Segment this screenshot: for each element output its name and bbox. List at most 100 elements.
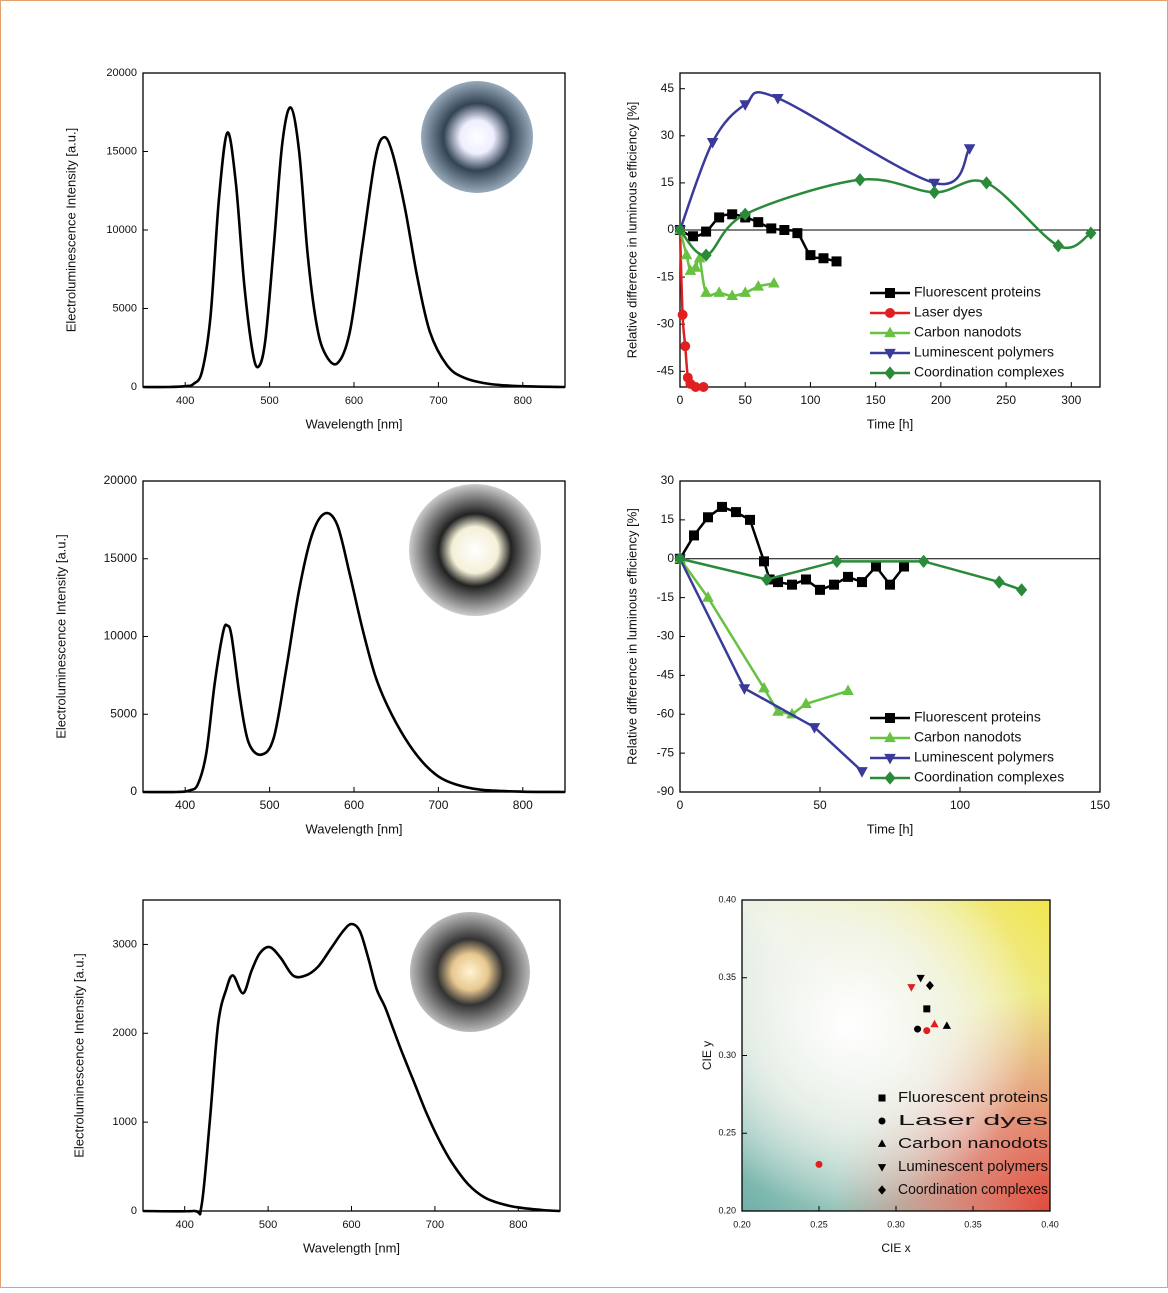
data-point bbox=[1052, 239, 1064, 253]
data-point bbox=[739, 286, 752, 297]
data-point bbox=[674, 223, 686, 237]
legend-marker bbox=[885, 308, 895, 318]
legend-marker bbox=[884, 731, 896, 743]
legend-label: Luminescent polymers bbox=[914, 344, 1054, 360]
legend-marker bbox=[877, 1139, 887, 1147]
data-point bbox=[923, 1027, 931, 1035]
x-axis-label: Wavelength [nm] bbox=[303, 1240, 400, 1255]
data-point bbox=[925, 980, 934, 991]
legend-label: Fluorescent proteins bbox=[914, 284, 1041, 300]
data-point bbox=[752, 280, 765, 291]
data-point bbox=[805, 250, 816, 261]
data-point bbox=[792, 228, 803, 239]
x-tick-label: 0.20 bbox=[733, 1219, 751, 1229]
data-point bbox=[772, 94, 784, 105]
data-point bbox=[680, 248, 693, 260]
y-axis-label: Electroluminescence Intensity [a.u.] bbox=[63, 128, 78, 333]
legend-label: Laser dyes bbox=[914, 304, 982, 320]
x-tick-label: 200 bbox=[931, 393, 951, 407]
data-point bbox=[773, 577, 783, 588]
x-tick-label: 0.40 bbox=[1041, 1219, 1059, 1229]
data-point bbox=[942, 1021, 951, 1029]
legend-label: Coordination complexes bbox=[914, 769, 1064, 785]
y-tick-label: -45 bbox=[657, 363, 675, 377]
data-point bbox=[713, 286, 725, 297]
x-tick-label: 250 bbox=[996, 393, 1016, 407]
legend-marker bbox=[884, 326, 896, 338]
data-point bbox=[815, 584, 825, 595]
y-tick-label: 10000 bbox=[104, 629, 138, 643]
data-point bbox=[758, 681, 770, 693]
x-axis-label: Wavelength [nm] bbox=[305, 416, 402, 431]
data-point bbox=[693, 251, 706, 263]
plot-frame bbox=[679, 480, 1101, 793]
data-point bbox=[928, 185, 940, 199]
data-point bbox=[829, 579, 839, 590]
y-tick-label: 0.40 bbox=[718, 894, 736, 904]
data-point bbox=[689, 261, 702, 272]
y-tick-label: 0 bbox=[131, 381, 137, 393]
data-point bbox=[980, 176, 993, 190]
y-tick-label: 0.30 bbox=[718, 1050, 736, 1060]
y-tick-label: -15 bbox=[657, 590, 675, 604]
legend-marker bbox=[884, 348, 896, 360]
x-tick-label: 800 bbox=[509, 1219, 527, 1231]
legend-label: Carbon nanodots bbox=[914, 729, 1021, 745]
legend-label: Laser dyes bbox=[898, 1112, 1048, 1129]
data-point bbox=[843, 571, 853, 582]
data-point bbox=[800, 697, 812, 708]
x-tick-label: 500 bbox=[260, 395, 278, 407]
x-axis-label: Time [h] bbox=[867, 821, 913, 836]
data-point bbox=[706, 137, 719, 149]
x-tick-label: 0.35 bbox=[964, 1219, 982, 1229]
data-point bbox=[731, 507, 741, 518]
cie-background-white bbox=[742, 900, 1050, 1211]
data-point bbox=[916, 974, 925, 983]
data-point bbox=[1085, 226, 1097, 240]
led-photo bbox=[410, 912, 530, 1032]
legend-marker bbox=[878, 1094, 886, 1102]
data-point bbox=[871, 561, 881, 572]
y-tick-label: 2000 bbox=[113, 1027, 137, 1039]
x-tick-label: 150 bbox=[1090, 798, 1110, 812]
data-point bbox=[739, 207, 751, 221]
data-point bbox=[714, 212, 725, 223]
y-tick-label: -45 bbox=[657, 668, 675, 682]
legend-label: Coordination complexes bbox=[898, 1181, 1048, 1198]
y-tick-label: 10000 bbox=[106, 224, 137, 236]
y-tick-label: 30 bbox=[661, 473, 675, 487]
y-tick-label: 0 bbox=[667, 551, 674, 565]
data-point bbox=[700, 286, 712, 297]
data-point bbox=[930, 1019, 939, 1028]
led-photo bbox=[421, 81, 533, 193]
y-tick-label: 5000 bbox=[110, 706, 137, 720]
data-point bbox=[703, 512, 713, 523]
x-tick-label: 700 bbox=[428, 798, 448, 812]
legend-label: Carbon nanodots bbox=[898, 1135, 1048, 1152]
x-tick-label: 0 bbox=[677, 393, 684, 407]
data-point bbox=[928, 178, 941, 190]
x-axis-label: CIE x bbox=[881, 1241, 910, 1255]
data-point bbox=[702, 591, 714, 602]
x-tick-label: 100 bbox=[800, 393, 820, 407]
x-tick-label: 400 bbox=[176, 1219, 194, 1231]
legend-label: Carbon nanodots bbox=[914, 324, 1021, 340]
x-axis-label: Time [h] bbox=[867, 416, 913, 431]
legend-marker bbox=[884, 753, 896, 765]
y-tick-label: 0.20 bbox=[718, 1205, 736, 1215]
legend-marker bbox=[885, 288, 895, 298]
x-tick-label: 50 bbox=[813, 798, 827, 812]
x-tick-label: 400 bbox=[176, 395, 194, 407]
y-tick-label: -15 bbox=[657, 269, 675, 283]
x-tick-label: 300 bbox=[1061, 393, 1081, 407]
y-tick-label: 15 bbox=[661, 175, 675, 189]
y-tick-label: -90 bbox=[657, 784, 675, 798]
data-point bbox=[854, 173, 866, 187]
y-tick-label: 30 bbox=[661, 128, 675, 142]
series-line bbox=[679, 177, 1092, 257]
data-point bbox=[689, 530, 699, 541]
data-point bbox=[857, 577, 867, 588]
data-point bbox=[787, 579, 797, 590]
legend-marker bbox=[884, 771, 896, 785]
legend-marker bbox=[885, 713, 895, 723]
